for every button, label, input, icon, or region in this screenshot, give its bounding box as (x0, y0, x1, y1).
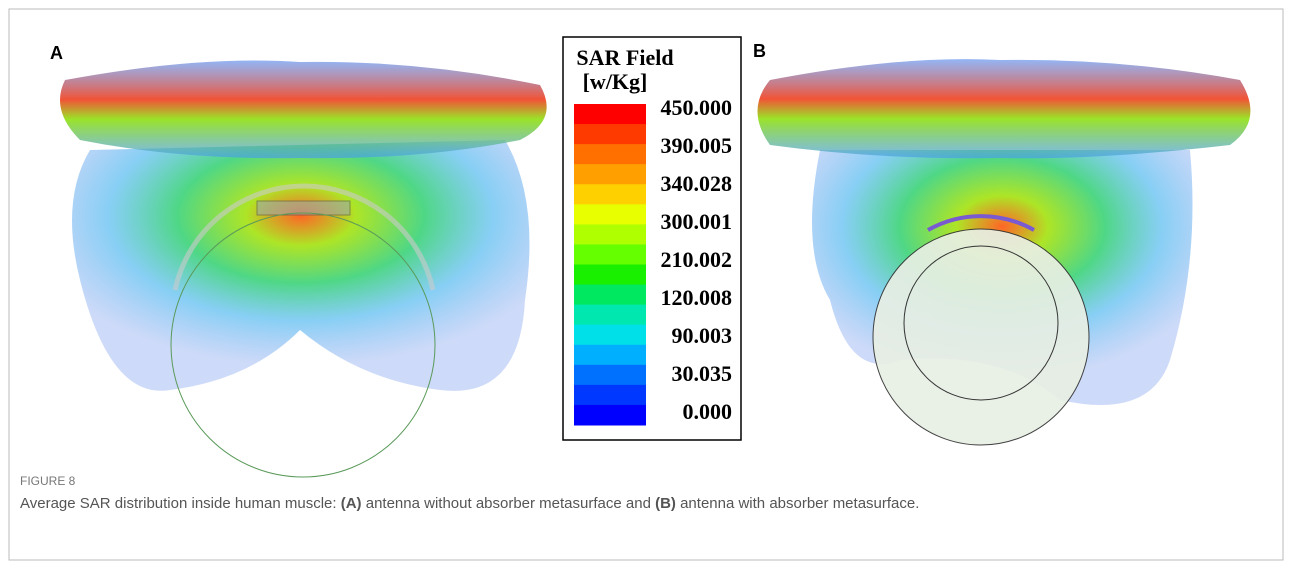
color-swatch (574, 204, 646, 225)
color-swatch (574, 184, 646, 205)
panel-b (757, 59, 1251, 446)
panel-label: A (50, 43, 63, 63)
caption-part: antenna with absorber metasurface. (676, 495, 919, 512)
caption: Average SAR distribution inside human mu… (20, 495, 919, 512)
color-swatch (574, 364, 646, 386)
color-swatch (574, 144, 646, 165)
caption-part: antenna without absorber metasurface and (362, 495, 656, 512)
panel-a (60, 60, 547, 478)
legend-label: 0.000 (683, 399, 733, 424)
legend-label: 390.005 (661, 133, 733, 158)
legend-label: 210.002 (661, 247, 733, 272)
panel-label: B (753, 41, 766, 61)
color-swatch (574, 264, 646, 286)
color-swatch (574, 344, 646, 366)
legend-label: 300.001 (661, 209, 733, 234)
legend-label: 450.000 (661, 95, 733, 120)
legend: 450.000 390.005 340.028 300.001 210.002 120.0… (574, 95, 733, 426)
caption-part: Average SAR distribution inside human mu… (20, 495, 341, 512)
color-swatch (574, 304, 646, 326)
caption-part: (B) (655, 495, 676, 512)
legend-unit: [w/Kg] (583, 69, 648, 94)
legend-label: 90.003 (672, 323, 733, 348)
color-swatch (574, 284, 646, 306)
figure-number: FIGURE 8 (20, 474, 76, 488)
legend-title: SAR Field (576, 45, 673, 70)
color-swatch (574, 404, 646, 426)
color-swatch (574, 324, 646, 346)
color-swatch (574, 164, 646, 185)
color-swatch (574, 244, 646, 265)
color-swatch (574, 224, 646, 245)
legend-label: 340.028 (661, 171, 733, 196)
legend-label: 30.035 (672, 361, 733, 386)
color-swatch (574, 384, 646, 406)
frame (8, 8, 1284, 561)
color-swatch (574, 104, 646, 125)
caption-part: (A) (341, 495, 362, 512)
legend-label: 120.008 (661, 285, 733, 310)
color-swatch (574, 124, 646, 145)
